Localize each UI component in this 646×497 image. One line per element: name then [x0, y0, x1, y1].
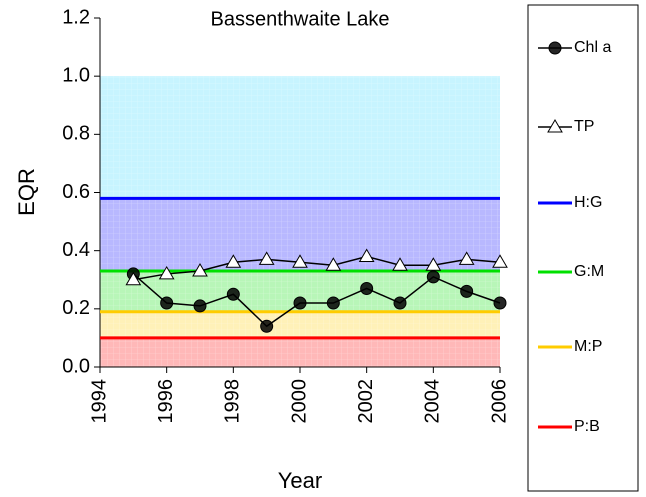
- y-tick-label: 0.0: [62, 355, 90, 377]
- marker: [392, 257, 408, 271]
- marker: [225, 254, 242, 268]
- x-tick-label: 2000: [288, 379, 310, 424]
- y-axis-label: EQR: [14, 168, 39, 216]
- marker: [547, 119, 563, 133]
- y-tick-label: 0.4: [62, 239, 90, 261]
- marker: [192, 263, 208, 277]
- marker: [260, 319, 274, 333]
- legend-label: P:B: [574, 418, 600, 435]
- marker: [125, 271, 142, 286]
- y-tick-label: 0.6: [62, 181, 90, 203]
- x-axis-label: Year: [278, 468, 322, 493]
- marker: [158, 265, 175, 280]
- marker: [358, 248, 375, 262]
- bands: [100, 76, 500, 368]
- marker: [393, 296, 407, 310]
- x-tick-label: 1996: [155, 379, 177, 424]
- marker: [426, 270, 440, 284]
- marker: [548, 41, 562, 55]
- legend-label: Chl a: [574, 39, 611, 56]
- chart-title: Bassenthwaite Lake: [210, 8, 389, 30]
- marker: [325, 257, 342, 271]
- marker: [292, 254, 308, 268]
- y-tick-label: 0.2: [62, 297, 90, 319]
- marker: [226, 287, 240, 301]
- series-line: [133, 255, 501, 281]
- marker: [193, 299, 207, 313]
- marker: [493, 296, 507, 310]
- marker: [458, 251, 475, 265]
- marker: [160, 296, 174, 310]
- y-tick-label: 0.8: [62, 123, 90, 145]
- legend-label: TP: [574, 118, 594, 135]
- x-tick-label: 2004: [422, 379, 444, 424]
- marker: [460, 284, 474, 298]
- legend-box: [527, 4, 639, 492]
- legend-label: G:M: [574, 263, 604, 280]
- marker: [326, 296, 340, 310]
- x-tick-label: 1994: [88, 379, 110, 424]
- marker: [492, 254, 508, 268]
- y-tick-label: 1.2: [62, 6, 90, 28]
- y-tick-label: 1.0: [62, 64, 90, 86]
- marker: [258, 251, 275, 265]
- marker: [360, 281, 374, 295]
- marker: [425, 257, 442, 271]
- x-tick-label: 1998: [222, 379, 244, 424]
- x-tick-label: 2002: [355, 379, 377, 424]
- legend-label: H:G: [574, 194, 602, 211]
- band-grid: [100, 76, 500, 368]
- x-tick-label: 2006: [488, 379, 510, 424]
- legend-label: M:P: [574, 338, 602, 355]
- marker: [293, 296, 307, 310]
